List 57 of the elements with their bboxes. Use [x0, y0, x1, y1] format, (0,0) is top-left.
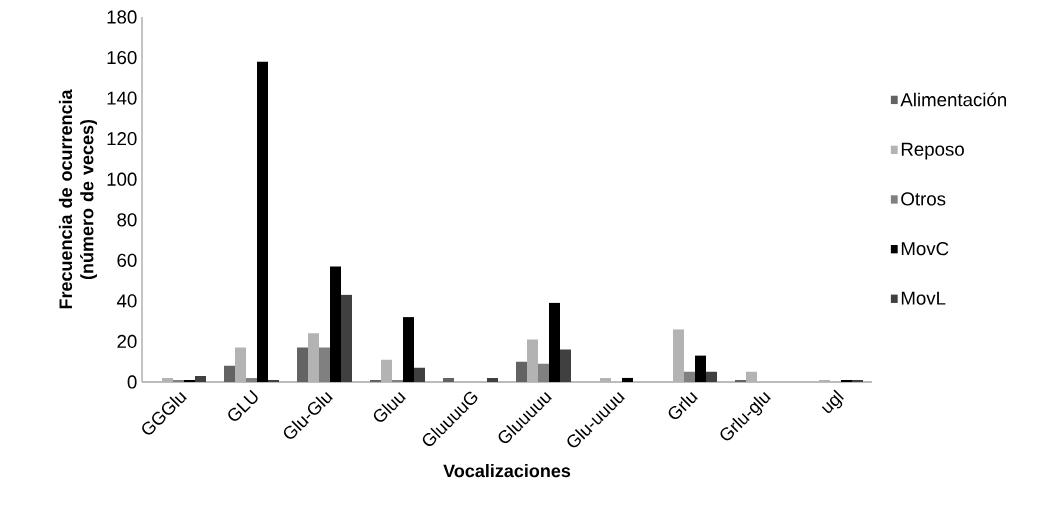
legend-label: MovC — [901, 242, 949, 256]
bar — [381, 359, 393, 382]
legend-label: MovL — [901, 291, 946, 305]
bar — [600, 377, 611, 382]
bar — [330, 266, 342, 382]
bar — [341, 294, 352, 382]
legend-label: Otros — [901, 192, 946, 206]
bar — [673, 329, 684, 382]
bar — [392, 379, 404, 382]
bar — [841, 379, 852, 382]
y-tick-label: 140 — [107, 91, 137, 105]
y-tick-label: 100 — [107, 172, 137, 186]
x-axis-title: Vocalizaciones — [443, 464, 571, 478]
bar — [173, 379, 185, 382]
y-tick-label: 0 — [127, 375, 137, 389]
y-tick-label: 80 — [117, 213, 137, 227]
bar — [319, 347, 331, 382]
bar — [819, 379, 830, 382]
bar — [184, 379, 196, 382]
bar — [246, 377, 258, 382]
x-tick-label: Gluu — [373, 392, 406, 422]
legend-label: Reposo — [901, 142, 964, 160]
y-tick-label: 20 — [117, 334, 137, 349]
y-tick-label: 40 — [116, 294, 137, 308]
bar — [735, 379, 746, 382]
bar — [224, 365, 236, 382]
x-tick-label: Grlu — [668, 392, 698, 420]
bar — [622, 377, 633, 382]
bar — [257, 61, 269, 382]
bar — [235, 347, 247, 382]
bar — [852, 379, 863, 382]
y-tick-label: 120 — [107, 132, 137, 146]
bar — [195, 375, 207, 382]
bar — [443, 377, 454, 382]
bar — [403, 317, 415, 382]
y-tick-label: 180 — [107, 10, 137, 24]
bar — [308, 333, 320, 382]
bar — [695, 355, 706, 382]
bar — [706, 371, 717, 382]
bar — [527, 339, 538, 382]
bar — [487, 377, 498, 382]
y-tick-label: 60 — [117, 253, 137, 267]
bar — [297, 347, 309, 382]
bar — [268, 379, 279, 382]
bar — [560, 349, 571, 382]
y-axis-title: Frecuencia de ocurrencia (número de veces) — [58, 89, 98, 309]
legend-label: Alimentación — [900, 92, 1007, 107]
bar — [162, 377, 174, 382]
y-tick-label: 160 — [107, 50, 137, 65]
bar — [684, 371, 695, 382]
bar — [414, 367, 425, 382]
x-tick-label: ugl — [821, 389, 844, 414]
bar — [549, 302, 560, 382]
bar — [746, 371, 757, 382]
bar — [516, 361, 527, 382]
bar — [370, 379, 382, 382]
bar — [538, 363, 550, 382]
